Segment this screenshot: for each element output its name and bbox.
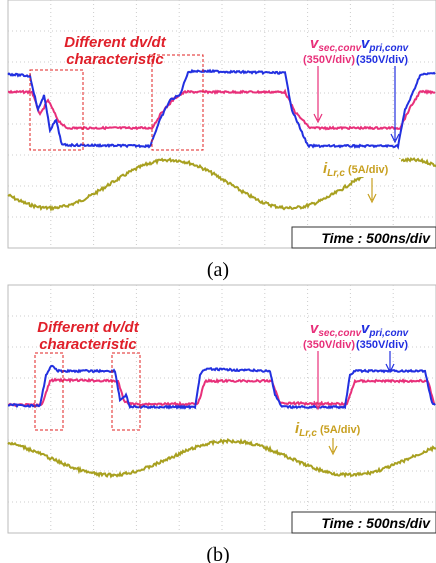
subscript: pri,conv <box>368 328 409 339</box>
annotation: Different dv/dt <box>37 319 139 336</box>
figure: Different dv/dtcharacteristicvsec,conv(3… <box>0 0 436 563</box>
annotation: characteristic <box>39 336 137 353</box>
scale: (350V/div) <box>303 54 355 66</box>
scale: (350V/div) <box>303 339 355 351</box>
scope-panel: Different dv/dtcharacteristicvsec,conv(3… <box>8 0 436 281</box>
scale: (5A/div) <box>320 424 361 436</box>
page: {"panel_a": {"annotation": ["Different d… <box>0 0 436 563</box>
scale: (5A/div) <box>348 164 389 176</box>
subscript: sec,conv <box>318 328 362 339</box>
subscript: pri,conv <box>368 43 409 54</box>
subscript: Lr,c <box>327 168 345 179</box>
subscript: Lr,c <box>299 428 317 439</box>
time-scale: Time : 500ns/div <box>321 230 431 246</box>
annotation: Different dv/dt <box>64 34 166 51</box>
subscript: sec,conv <box>318 43 362 54</box>
caption: (b) <box>206 544 229 563</box>
scale: (350V/div) <box>356 54 408 66</box>
time-scale: Time : 500ns/div <box>321 515 431 531</box>
scale: (350V/div) <box>356 339 408 351</box>
annotation: characteristic <box>66 51 164 68</box>
caption: (a) <box>207 259 229 281</box>
scope-panel: Different dv/dtcharacteristicvsec,conv(3… <box>8 285 436 563</box>
